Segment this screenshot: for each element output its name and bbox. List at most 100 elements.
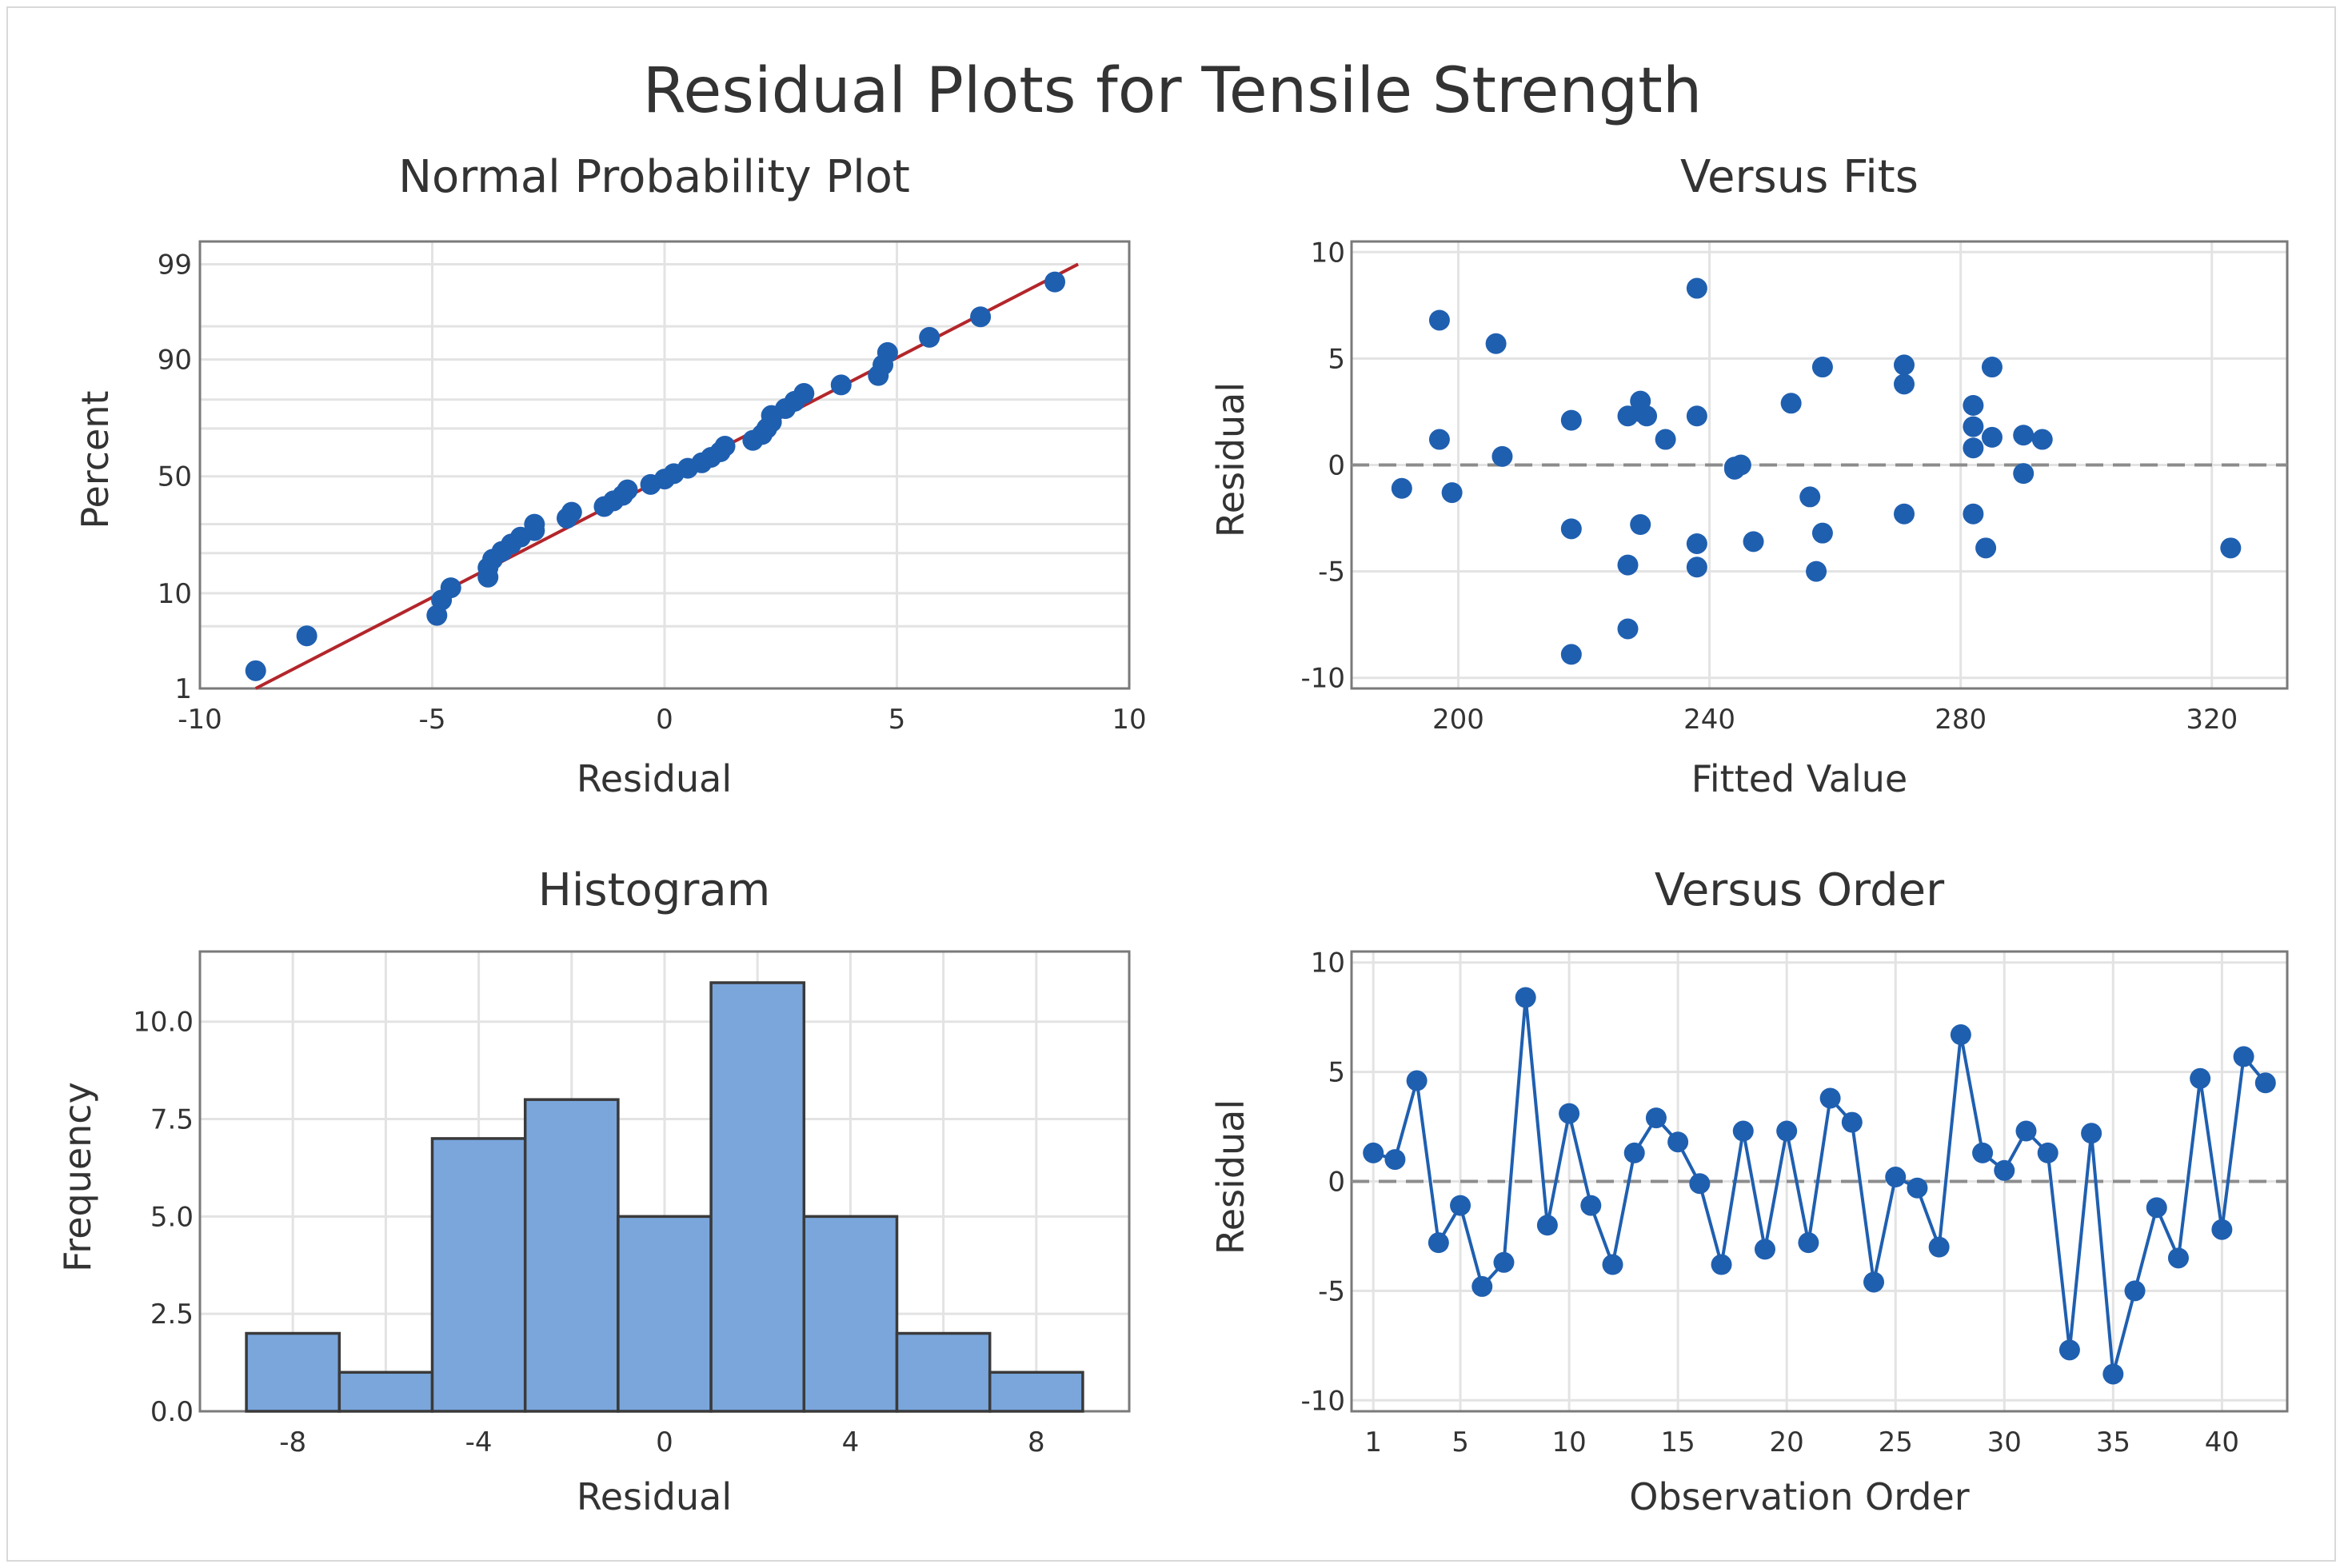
data-point [1515,987,1536,1008]
panel-title-histogram: Histogram [538,864,771,916]
data-point [2037,1142,2058,1163]
data-point [1617,554,1639,576]
data-point [1963,437,1984,459]
histogram-bar [988,1371,1084,1413]
data-point [1428,429,1450,450]
data-point [561,501,582,523]
histogram-plot-area: -8 -4 0 4 8 0.0 2.5 5.0 7.5 10.0 [133,950,1131,1458]
y-tick-label: 7.5 [150,1104,194,1136]
histogram-bar [709,981,806,1413]
data-point [1560,518,1582,540]
data-point [1994,1159,2015,1181]
x-tick-label: 280 [1935,704,1987,736]
y-tick-label: -5 [1318,1275,1345,1307]
x-tick-label: 320 [2186,704,2238,736]
data-point [1743,531,1764,553]
data-point [1630,514,1651,536]
histogram-bar [523,1098,620,1413]
data-point [1972,1142,1994,1163]
data-point [1471,1275,1493,1297]
xlabel-histogram: Residual [577,1475,732,1518]
histogram-bar [430,1137,527,1413]
data-point [1485,333,1507,354]
data-point [1428,309,1450,331]
data-point [1711,1254,1732,1275]
data-point [1493,1251,1515,1273]
y-tick-label: 5 [1328,1057,1345,1089]
data-point [524,513,545,535]
y-tick-label: 0 [1328,450,1345,482]
data-point [1491,445,1513,467]
data-point [1536,1215,1558,1236]
residual-plots-figure: Residual Plots for Tensile Strength Norm… [56,55,2289,1518]
ylabel-order: Residual [1209,1099,1252,1255]
data-point [2124,1280,2146,1302]
figure-title: Residual Plots for Tensile Strength [643,55,1703,127]
data-point [1928,1236,1950,1258]
data-point [2233,1046,2254,1067]
data-point [2031,429,2053,450]
normal-probability-panel: Normal Probability Plot ‑10 ‑5 0 5 10 1 10 50 90… [74,151,1147,800]
x-tick-label: -8 [279,1426,306,1458]
data-point [2211,1219,2233,1240]
data-point [1655,429,1676,450]
data-point [1885,1167,1907,1188]
data-point [1799,486,1821,508]
data-point [1686,557,1707,578]
data-point [1754,1239,1775,1260]
panel-title-fits: Versus Fits [1680,151,1919,203]
data-point [1963,503,1984,525]
data-point [1730,454,1751,476]
data-point [1686,277,1707,299]
x-tick-label: 200 [1432,704,1484,736]
figure-frame: Residual Plots for Tensile Strength Norm… [6,6,2336,1562]
versus-fits-panel: Versus Fits 200 240 280 320 -10 -5 0 5 10 Fitted… [1209,151,2289,800]
data-point [793,383,815,405]
data-point [1819,1087,1841,1109]
y-tick-label: 5 [1328,343,1345,375]
x-tick-label: ‑10 [178,704,222,736]
data-point [1863,1271,1885,1293]
y-tick-label: 1 [174,673,192,705]
x-tick-label: 10 [1112,704,1146,736]
data-point [2190,1067,2211,1089]
ylabel-fits: Residual [1209,382,1252,537]
data-point [919,326,940,348]
data-point [1963,416,1984,437]
x-tick-label: 15 [1661,1426,1695,1458]
histogram-panel: Histogram -8 -4 0 4 8 0.0 2.5 5.0 7.5 10.0 Residu… [56,864,1131,1518]
x-tick-label: 5 [888,704,906,736]
data-point [1798,1232,1819,1254]
data-point [2167,1247,2189,1269]
xlabel-order: Observation Order [1629,1475,1970,1518]
y-tick-label: -5 [1318,557,1345,588]
data-point [1963,394,1984,416]
panel-title-order: Versus Order [1655,864,1945,916]
y-tick-label: 0.0 [150,1396,194,1428]
data-point [1384,1149,1406,1171]
y-tick-label: 99 [158,249,192,281]
y-tick-label: 10 [158,578,192,610]
histogram-bar [337,1371,434,1413]
data-point [877,341,898,363]
data-point [2081,1123,2102,1144]
data-point [1806,561,1827,582]
data-point [1044,271,1066,293]
x-tick-label: 40 [2205,1426,2239,1458]
plot-frame [198,240,1131,690]
x-tick-label: 0 [656,1426,673,1458]
data-point [1406,1070,1428,1091]
data-point [2013,425,2035,446]
data-point [1428,1232,1449,1254]
data-point [1894,373,1915,395]
data-point [245,660,266,681]
data-point [1645,1107,1667,1129]
x-tick-label: 8 [1028,1426,1045,1458]
panel-title-normal: Normal Probability Plot [398,151,910,203]
data-point [1732,1120,1754,1142]
data-point [296,625,317,647]
ylabel-histogram: Frequency [56,1082,99,1272]
x-tick-label: 0 [656,704,673,736]
data-point [2254,1072,2276,1094]
xlabel-normal: Residual [577,757,732,800]
